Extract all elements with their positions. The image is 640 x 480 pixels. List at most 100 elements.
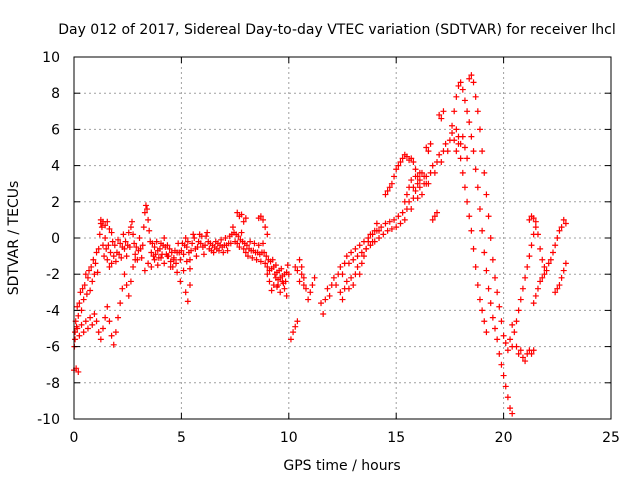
data-point-plus — [86, 267, 93, 274]
data-point-plus — [75, 368, 82, 375]
data-point-plus — [496, 350, 503, 357]
data-point-plus — [300, 274, 307, 281]
data-point-plus — [318, 300, 325, 307]
data-point-plus — [149, 240, 156, 247]
data-point-plus — [108, 260, 115, 267]
data-point-plus — [166, 245, 173, 252]
data-point-plus — [154, 262, 161, 269]
data-point-plus — [356, 242, 363, 249]
data-point-plus — [423, 144, 430, 151]
data-point-plus — [425, 148, 432, 155]
data-point-plus — [292, 263, 299, 270]
data-point-plus — [119, 285, 126, 292]
data-point-plus — [156, 245, 163, 252]
data-point-plus — [112, 329, 119, 336]
data-point-plus — [279, 278, 286, 285]
data-point-plus — [141, 267, 148, 274]
data-point-plus — [440, 108, 447, 115]
data-point-plus — [128, 218, 135, 225]
data-point-plus — [170, 256, 177, 263]
data-point-plus — [307, 289, 314, 296]
data-point-plus — [261, 249, 268, 256]
data-point-plus — [457, 155, 464, 162]
data-point-plus — [81, 282, 88, 289]
data-point-plus — [92, 260, 99, 267]
data-point-plus — [481, 249, 488, 256]
data-point-plus — [339, 271, 346, 278]
x-tick-label: 15 — [387, 430, 405, 446]
data-point-plus — [298, 271, 305, 278]
data-point-plus — [260, 240, 267, 247]
data-point-plus — [89, 321, 96, 328]
data-point-plus — [414, 195, 421, 202]
data-point-plus — [399, 155, 406, 162]
x-tick-label: 10 — [280, 430, 298, 446]
data-point-plus — [264, 271, 271, 278]
data-point-plus — [494, 289, 501, 296]
data-point-plus — [278, 265, 285, 272]
data-point-plus — [262, 224, 269, 231]
data-point-plus — [116, 251, 123, 258]
data-point-plus — [89, 278, 96, 285]
data-point-plus — [451, 108, 458, 115]
data-point-plus — [281, 285, 288, 292]
data-point-plus — [526, 216, 533, 223]
data-point-plus — [90, 256, 97, 263]
data-point-plus — [556, 282, 563, 289]
data-point-plus — [234, 240, 241, 247]
data-point-plus — [110, 341, 117, 348]
data-point-plus — [266, 278, 273, 285]
data-point-plus — [502, 383, 509, 390]
data-point-plus — [333, 282, 340, 289]
data-point-plus — [461, 144, 468, 151]
data-point-plus — [144, 206, 151, 213]
data-point-plus — [272, 262, 279, 269]
data-point-plus — [330, 274, 337, 281]
data-point-plus — [186, 256, 193, 263]
data-point-plus — [412, 173, 419, 180]
data-point-plus — [132, 251, 139, 258]
data-point-plus — [168, 249, 175, 256]
data-point-plus — [197, 240, 204, 247]
data-point-plus — [468, 227, 475, 234]
data-point-plus — [345, 285, 352, 292]
data-point-plus — [498, 361, 505, 368]
data-point-plus — [391, 173, 398, 180]
data-point-plus — [388, 180, 395, 187]
data-point-plus — [263, 253, 270, 260]
data-point-plus — [395, 162, 402, 169]
data-point-plus — [82, 318, 89, 325]
data-point-plus — [200, 251, 207, 258]
data-point-plus — [161, 260, 168, 267]
data-point-plus — [234, 209, 241, 216]
data-point-plus — [519, 354, 526, 361]
data-point-plus — [133, 244, 140, 251]
data-point-plus — [436, 111, 443, 118]
data-point-plus — [509, 410, 516, 417]
data-point-plus — [337, 289, 344, 296]
data-point-plus — [455, 140, 462, 147]
y-tick-label: 2 — [51, 195, 60, 211]
data-point-plus — [504, 394, 511, 401]
data-point-plus — [416, 184, 423, 191]
data-point-plus — [182, 235, 189, 241]
x-axis-title: GPS time / hours — [283, 458, 400, 474]
data-point-plus — [558, 274, 565, 281]
data-point-plus — [472, 166, 479, 173]
data-point-plus — [464, 155, 471, 162]
data-point-plus — [479, 227, 486, 234]
data-point-plus — [127, 278, 134, 285]
data-point-plus — [292, 323, 299, 330]
data-point-plus — [350, 282, 357, 289]
data-point-plus — [464, 198, 471, 205]
data-point-plus — [530, 300, 537, 307]
data-point-plus — [348, 249, 355, 256]
data-point-plus — [194, 244, 201, 251]
data-point-plus — [537, 278, 544, 285]
data-point-plus — [224, 247, 231, 254]
data-point-plus — [339, 296, 346, 303]
data-point-plus — [215, 247, 222, 254]
data-point-plus — [151, 244, 158, 251]
axis-ticks: 0 5 10 15 20 25 -10 -8 -6 -4 -2 0 2 4 6 8 10 — [37, 50, 620, 446]
